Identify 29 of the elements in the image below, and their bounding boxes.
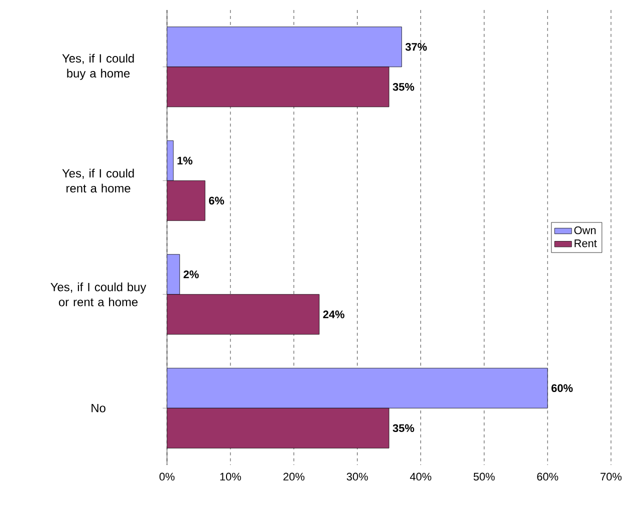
x-tick-label: 10%: [220, 472, 241, 481]
x-tick-label: 0%: [160, 472, 175, 481]
data-label: 35%: [392, 424, 414, 432]
legend-label: Rent: [574, 240, 597, 248]
bar: [167, 254, 180, 294]
x-tick-label: 20%: [283, 472, 304, 481]
bar: [167, 66, 390, 108]
data-label: 6%: [208, 196, 224, 205]
y-tick-label: No: [92, 404, 106, 412]
x-tick-label: 30%: [346, 472, 368, 481]
data-label: 1%: [178, 156, 192, 164]
data-label: 35%: [392, 83, 414, 91]
y-tick-label: Yes, if I could buy a home: [62, 54, 134, 80]
data-label: 24%: [323, 310, 344, 318]
y-tick-label: Yes, if I could rent a home: [62, 168, 134, 192]
x-tick-label: 50%: [474, 472, 495, 481]
data-label: 2%: [184, 270, 199, 278]
x-tick-label: 60%: [537, 472, 558, 481]
bar: [167, 368, 548, 408]
data-label: 37%: [405, 43, 427, 51]
bar: [167, 408, 390, 448]
bar: [167, 180, 206, 221]
legend-label: Own: [574, 226, 596, 234]
data-label: 60%: [552, 384, 573, 392]
bar: [167, 294, 320, 335]
x-tick-label: 40%: [410, 472, 432, 481]
x-tick-label: 70%: [600, 472, 622, 481]
bar: [167, 26, 402, 68]
y-tick-label: Yes, if I could buy or rent a home: [50, 282, 146, 306]
